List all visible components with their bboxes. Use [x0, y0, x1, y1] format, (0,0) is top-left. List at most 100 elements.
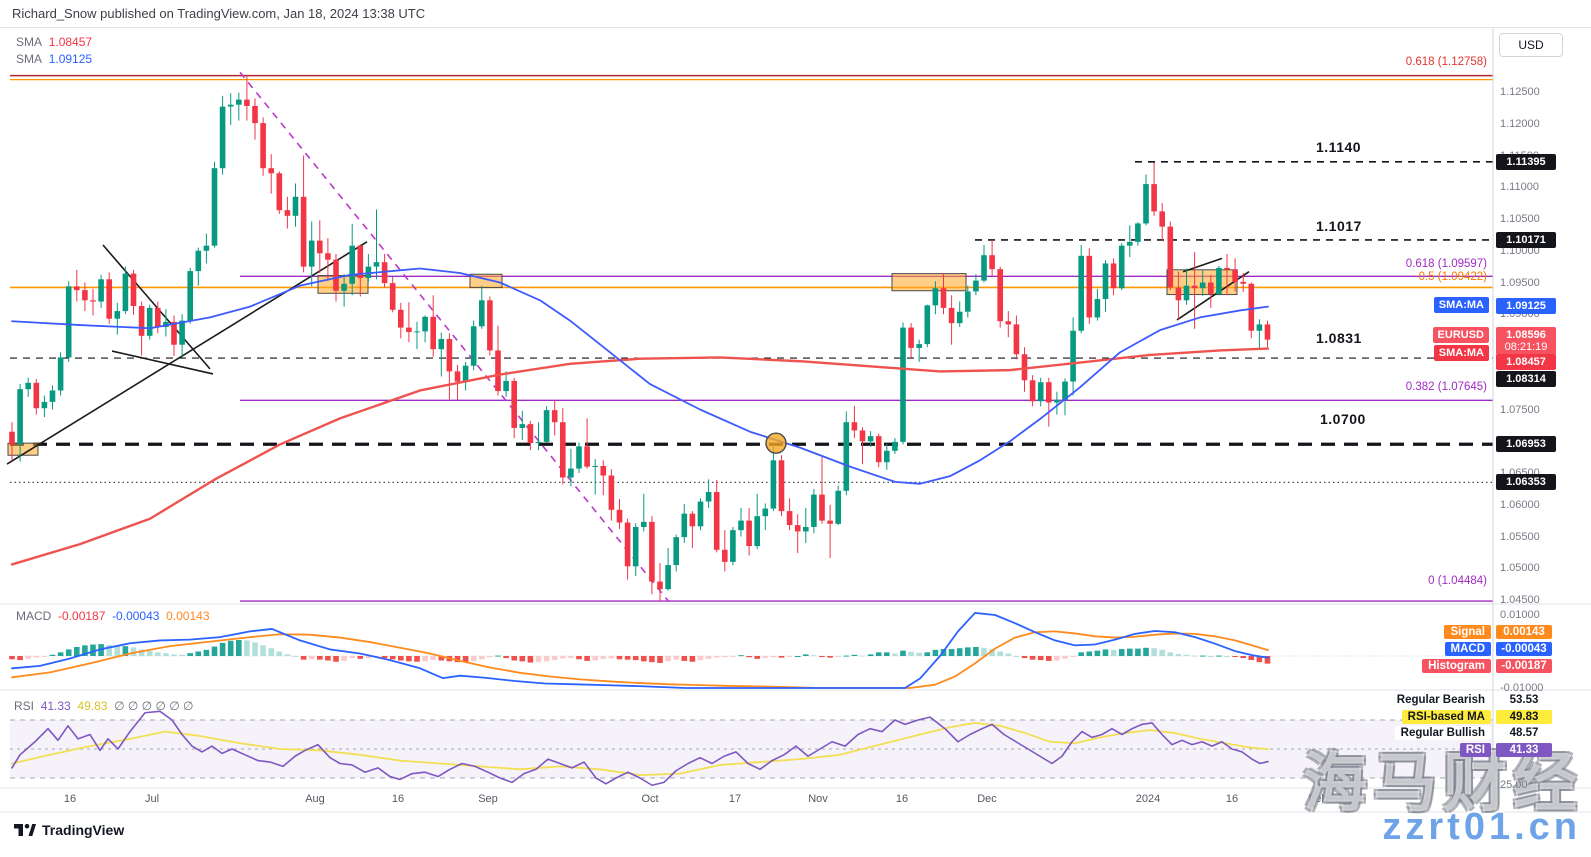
- price-axis-badge: 1.11395: [1496, 154, 1556, 171]
- candle-body: [965, 291, 971, 312]
- macd-histogram-bar: [527, 656, 534, 663]
- macd-histogram-bar: [454, 656, 461, 663]
- macd-histogram-bar: [624, 656, 631, 660]
- price-axis-badge: 1.10171: [1496, 231, 1556, 248]
- macd-histogram-bar: [179, 654, 185, 656]
- macd-histogram-bar: [9, 656, 15, 660]
- macd-histogram-bar: [236, 640, 242, 656]
- macd-histogram-bar: [722, 656, 728, 658]
- candle-body: [479, 300, 485, 327]
- price-axis-badge: 1.08457: [1496, 353, 1556, 370]
- macd-histogram-bar: [1167, 652, 1174, 656]
- time-axis-tick: Dec: [977, 793, 997, 805]
- candle-body: [932, 288, 939, 306]
- sma-label: SMA: [16, 35, 43, 49]
- candle-body: [1094, 299, 1101, 318]
- candle-body: [98, 279, 104, 302]
- macd-histogram-bar: [730, 656, 736, 657]
- candle-body: [713, 492, 720, 550]
- candle-body: [203, 245, 210, 251]
- candle-body: [819, 494, 825, 521]
- rsi-row-label: RSI-based MA: [1401, 709, 1491, 724]
- macd-histogram-bar: [341, 656, 347, 661]
- trendline: [1182, 257, 1223, 273]
- macd-histogram-bar: [1005, 653, 1012, 656]
- macd-histogram-bar: [1062, 656, 1068, 659]
- macd-histogram-bar: [657, 656, 663, 663]
- macd-histogram-bar: [227, 640, 234, 656]
- candle-body: [608, 475, 615, 510]
- sma-slow-legend-row: SMA 1.08457: [16, 34, 92, 51]
- candle-body: [592, 466, 598, 468]
- macd-histogram-bar: [697, 656, 704, 661]
- candle-body: [803, 526, 809, 532]
- macd-histogram-bar: [1086, 651, 1093, 656]
- macd-histogram-bar: [762, 656, 769, 659]
- candle-body: [632, 526, 639, 567]
- rsi-row-value: 53.53: [1496, 693, 1552, 707]
- fib-level-label: 0.618 (1.09597): [1405, 258, 1487, 270]
- header-divider: [0, 27, 1591, 28]
- macd-line: [11, 612, 1269, 689]
- sma-legend: SMA 1.08457 SMA 1.09125: [16, 34, 92, 68]
- candle-body: [722, 549, 728, 562]
- candle-body: [446, 339, 453, 372]
- macd-histogram-bar: [511, 656, 517, 661]
- macd-histogram-bar: [438, 656, 445, 661]
- candle-body: [503, 380, 509, 392]
- currency-toggle-button[interactable]: USD: [1499, 33, 1563, 57]
- macd-histogram-bar: [317, 656, 323, 660]
- candle-body: [470, 326, 477, 366]
- macd-histogram-bar: [1248, 656, 1255, 661]
- candle-body: [438, 339, 445, 350]
- price-axis-tick: 1.05000: [1500, 562, 1540, 575]
- macd-histogram-bar: [616, 656, 623, 660]
- macd-histogram-bar: [17, 656, 23, 661]
- macd-histogram-bar: [1183, 654, 1190, 656]
- macd-histogram-bar: [422, 656, 428, 662]
- candle-body: [1256, 324, 1263, 331]
- price-axis-tick: 1.04500: [1500, 594, 1540, 606]
- rsi-axis-tick: 25.00: [1500, 779, 1528, 792]
- candle-body: [746, 520, 752, 547]
- time-axis-tick: 2024: [1135, 793, 1161, 805]
- macd-row-value: -0.00043: [1496, 642, 1552, 656]
- footer-brand[interactable]: TradingView: [14, 820, 124, 840]
- trendline: [6, 241, 368, 465]
- candle-body: [398, 309, 404, 328]
- rsi-label: RSI: [14, 699, 35, 713]
- time-axis-scale[interactable]: 16 Jul Aug 16 Sep Oct 17 Nov 16 Dec 2024 16 Feb Mar: [0, 789, 1493, 813]
- macd-histogram-bar: [1021, 656, 1028, 659]
- macd-histogram-bar: [333, 656, 339, 662]
- macd-histogram-bar: [1232, 656, 1238, 657]
- candle-body: [1118, 245, 1125, 289]
- macd-histogram-bar: [195, 651, 202, 656]
- candle-body: [616, 509, 623, 523]
- macd-histogram-bar: [956, 648, 963, 656]
- candle-body: [381, 262, 388, 284]
- macd-histogram-bar: [600, 656, 607, 659]
- time-axis-tick: 17: [728, 793, 742, 805]
- macd-histogram-bar: [33, 656, 40, 658]
- time-axis-tick: 16: [63, 793, 77, 805]
- candle-body: [1135, 223, 1141, 242]
- candle-body: [106, 279, 112, 319]
- candle-body: [859, 430, 866, 442]
- candle-body: [138, 305, 145, 336]
- macd-histogram-bar: [325, 656, 331, 661]
- candle-body: [389, 283, 396, 310]
- macd-histogram-bar: [114, 646, 121, 656]
- footer-brand-text: TradingView: [42, 822, 125, 838]
- candle-body: [527, 424, 534, 444]
- candle-body: [414, 331, 420, 333]
- macd-histogram-bar: [1118, 649, 1125, 656]
- macd-histogram-bar: [398, 656, 404, 661]
- macd-histogram-bar: [948, 649, 955, 656]
- trendline: [239, 71, 669, 602]
- candle-body: [1248, 283, 1255, 331]
- rsi-row-value: 48.57: [1496, 726, 1552, 740]
- candle-body: [495, 350, 501, 392]
- candle-body: [373, 262, 380, 267]
- macd-signal-value: 0.00143: [166, 609, 210, 623]
